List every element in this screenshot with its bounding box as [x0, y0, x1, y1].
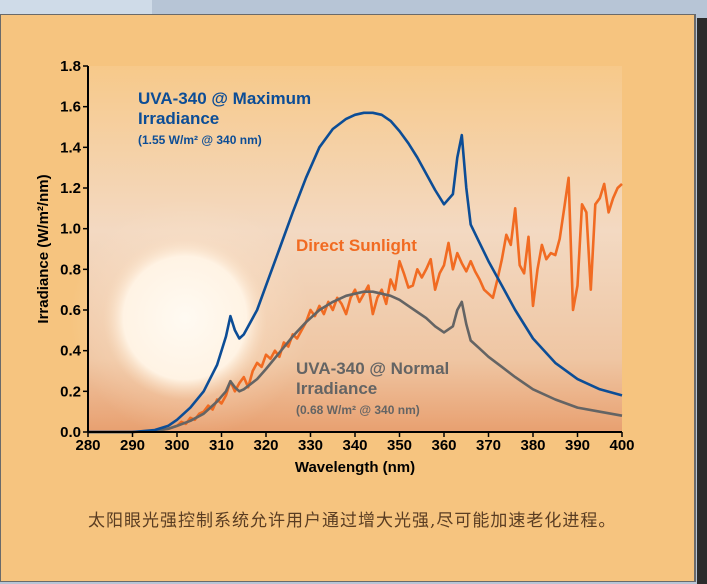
x-tick-label: 370 — [476, 437, 501, 454]
max-series-label-line1: UVA-340 @ Maximum — [138, 89, 311, 108]
x-tick-label: 350 — [387, 437, 412, 454]
y-axis-label: Irradiance (W/m²/nm) — [35, 174, 52, 323]
y-tick-label: 0.6 — [60, 302, 81, 319]
y-tick-label: 0.4 — [60, 343, 82, 360]
max-series-annotation: (1.55 W/m² @ 340 nm) — [138, 133, 262, 147]
x-tick-label: 330 — [298, 437, 323, 454]
series-max-irradiance-line — [88, 111, 623, 434]
y-tick-label: 1.8 — [60, 58, 81, 75]
max-series-label-line2: Irradiance — [138, 109, 219, 128]
x-tick-label: 300 — [164, 437, 189, 454]
x-tick-label: 320 — [253, 437, 278, 454]
series-layer — [88, 111, 623, 434]
normal-series-annotation: (0.68 W/m² @ 340 nm) — [296, 403, 420, 417]
series-direct-sunlight-line — [132, 176, 623, 434]
tick-layer: 280 290 300 310 320 330 340 350 360 370 380 390 400 0… — [60, 58, 634, 454]
normal-series-label-line2: Irradiance — [296, 379, 377, 398]
y-tick-label: 1.4 — [60, 139, 82, 156]
y-tick-label: 0.2 — [60, 383, 81, 400]
series-normal-irradiance-line — [88, 290, 623, 434]
y-tick-label: 1.6 — [60, 99, 81, 116]
sun-series-label: Direct Sunlight — [296, 236, 417, 255]
panel-shadow — [697, 18, 707, 584]
x-tick-label: 380 — [520, 437, 545, 454]
x-tick-label: 280 — [75, 437, 100, 454]
caption-text: 太阳眼光强控制系统允许用户通过增大光强,尽可能加速老化进程。 — [88, 511, 617, 531]
y-tick-label: 1.2 — [60, 180, 81, 197]
y-tick-label: 0.0 — [60, 424, 81, 441]
x-axis-label: Wavelength (nm) — [295, 459, 415, 476]
sun-disc — [103, 236, 267, 400]
x-tick-label: 390 — [565, 437, 590, 454]
x-tick-label: 290 — [120, 437, 145, 454]
window-tab-strip — [0, 0, 152, 14]
x-tick-label: 400 — [609, 437, 634, 454]
x-tick-label: 310 — [209, 437, 234, 454]
y-tick-label: 1.0 — [60, 221, 81, 238]
y-tick-label: 0.8 — [60, 261, 81, 278]
x-tick-label: 360 — [431, 437, 456, 454]
x-tick-label: 340 — [342, 437, 367, 454]
normal-series-label-line1: UVA-340 @ Normal — [296, 359, 449, 378]
